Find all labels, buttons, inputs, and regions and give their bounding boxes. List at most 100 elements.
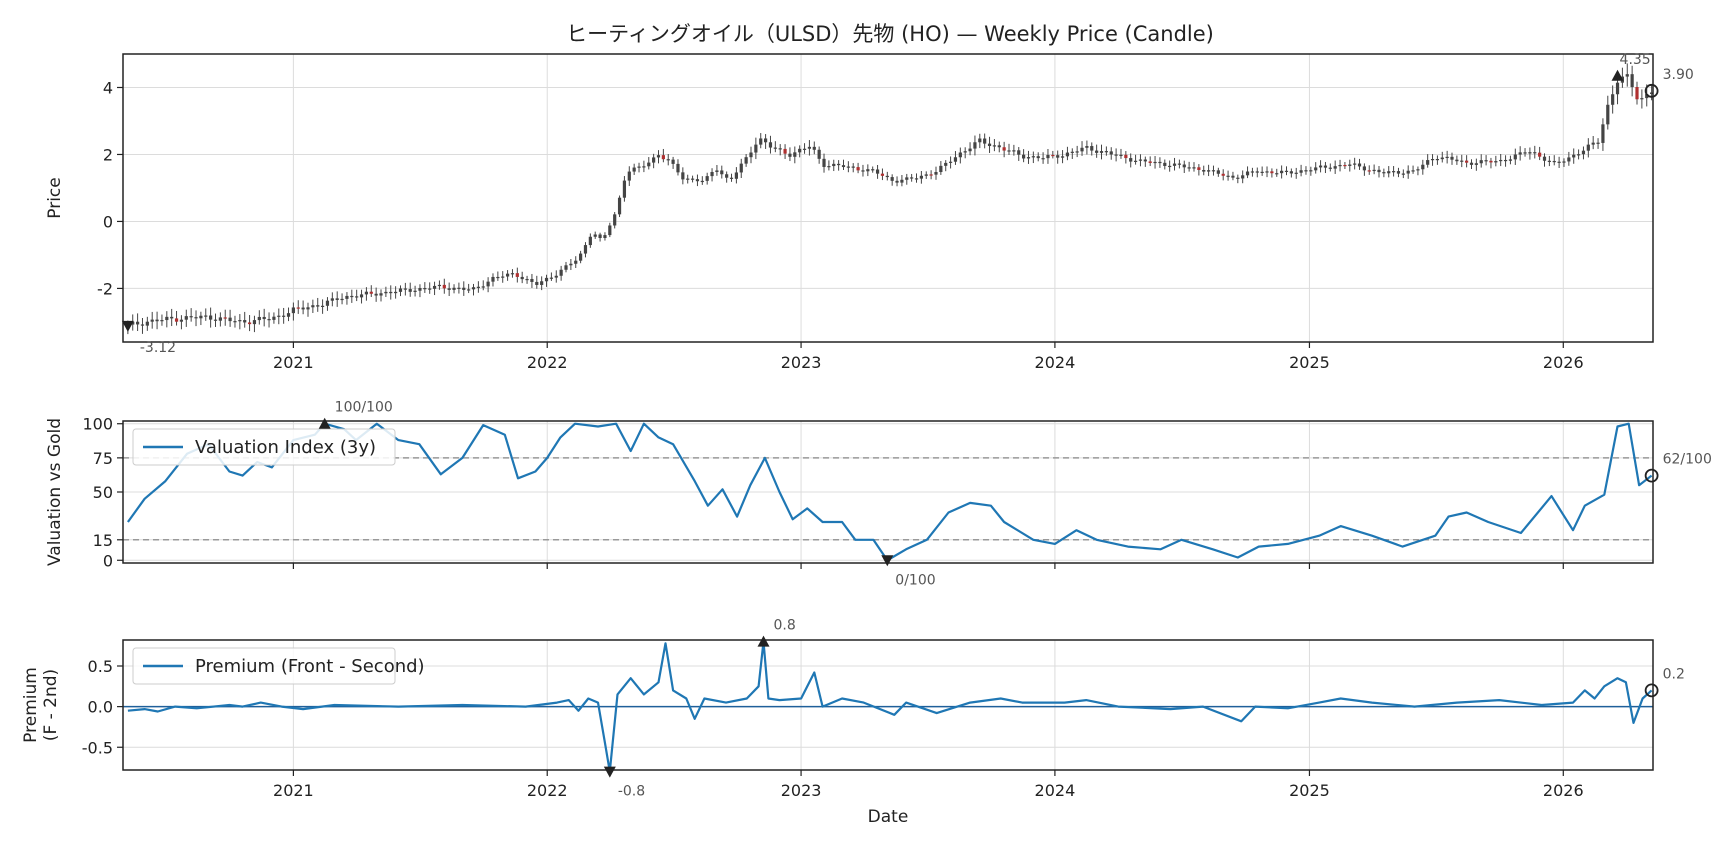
- legend-box: [132, 428, 396, 466]
- y-tick-label: -0.5: [82, 738, 113, 757]
- candle-body: [1241, 175, 1245, 179]
- candle-body: [525, 278, 529, 281]
- candle-body: [403, 288, 407, 290]
- price-chart-title: ヒーティングオイル（ULSD）先物 (HO) — Weekly Price (C…: [566, 22, 1214, 46]
- candle-body: [676, 163, 680, 173]
- candle-body: [802, 148, 807, 150]
- candle-body: [817, 149, 821, 159]
- candle-body: [1440, 157, 1444, 160]
- candle-body: [705, 176, 709, 181]
- x-tick-label: 2024: [1035, 353, 1076, 372]
- candle-body: [895, 180, 899, 183]
- candle-body: [428, 288, 432, 290]
- candle-body: [330, 298, 334, 301]
- candle-body: [953, 157, 958, 162]
- candle-body: [569, 263, 573, 266]
- annotation-label: 62/100: [1663, 452, 1712, 468]
- annotation-label: 0.8: [774, 618, 796, 634]
- candle-body: [1630, 74, 1634, 88]
- candle-body: [968, 148, 972, 152]
- candle-body: [997, 145, 1001, 148]
- candle-body: [452, 287, 456, 290]
- candle-body: [807, 146, 812, 149]
- candle-body: [579, 253, 583, 261]
- candle-body: [1280, 170, 1284, 174]
- candle-body: [1479, 160, 1483, 164]
- candle-body: [535, 281, 539, 285]
- candle-body: [1075, 151, 1079, 153]
- candle-body: [632, 167, 636, 172]
- last-marker: [1644, 83, 1659, 98]
- candle-body: [783, 148, 787, 154]
- candle-body: [681, 172, 685, 180]
- annotation-label: -3.12: [140, 340, 176, 356]
- last-marker: [1644, 683, 1659, 698]
- candle-body: [1348, 164, 1352, 166]
- candle-body: [1304, 170, 1308, 172]
- candle-body: [778, 148, 782, 150]
- candle-body: [447, 288, 451, 290]
- candle-body: [179, 319, 184, 322]
- candle-body: [1615, 82, 1620, 95]
- candle-body: [841, 165, 846, 168]
- candle-body: [384, 291, 388, 294]
- candle-body: [617, 197, 622, 215]
- candle-body: [408, 289, 412, 292]
- candle-body: [1338, 164, 1342, 167]
- candle-body: [1586, 144, 1590, 151]
- candle-body: [462, 287, 466, 290]
- y-tick-label: -2: [97, 279, 113, 298]
- candle-body: [1270, 171, 1274, 174]
- candle-body: [243, 320, 247, 323]
- candle-body: [1309, 170, 1313, 172]
- candle-body: [1051, 154, 1055, 157]
- y-axis-label: (F - 2nd): [41, 669, 61, 741]
- candle-body: [286, 313, 291, 317]
- x-tick-label: 2023: [781, 781, 822, 800]
- y-tick-label: 0.0: [88, 698, 113, 717]
- candle-body: [564, 265, 568, 270]
- candle-body: [661, 155, 665, 160]
- candle-body: [1469, 162, 1474, 165]
- candle-body: [720, 170, 724, 175]
- candle-body: [252, 320, 257, 325]
- candle-body: [1508, 159, 1513, 161]
- candle-body: [213, 319, 218, 321]
- y-axis-label: Premium: [21, 667, 41, 743]
- x-tick-label: 2023: [781, 353, 822, 372]
- candle-body: [647, 162, 651, 167]
- candle-body: [583, 245, 588, 254]
- candle-body: [1022, 154, 1026, 159]
- candle-body: [666, 159, 670, 161]
- candle-body: [1411, 170, 1415, 172]
- candle-body: [837, 163, 841, 166]
- candle-body: [866, 169, 870, 172]
- candle-body: [481, 286, 485, 288]
- candle-body: [900, 179, 904, 183]
- candle-body: [1158, 161, 1162, 164]
- candle-body: [1299, 170, 1303, 173]
- candle-body: [1391, 171, 1396, 173]
- candle-body: [1172, 163, 1177, 166]
- candle-body: [715, 170, 719, 172]
- candle-body: [992, 145, 997, 147]
- candle-body: [540, 281, 544, 285]
- candle-body: [204, 315, 208, 317]
- candle-body: [1484, 160, 1488, 162]
- candle-body: [690, 178, 695, 180]
- x-tick-label: 2022: [527, 353, 568, 372]
- x-tick-label: 2026: [1543, 781, 1584, 800]
- candle-body: [812, 146, 816, 150]
- candle-body: [608, 225, 612, 236]
- candle-body: [1168, 165, 1172, 168]
- candle-body: [637, 166, 641, 168]
- candle-body: [1562, 161, 1566, 163]
- annotation-label: 4.35: [1620, 52, 1651, 68]
- candle-body: [1153, 161, 1157, 164]
- y-tick-label: 75: [93, 449, 113, 468]
- candle-body: [296, 307, 300, 309]
- candle-body: [944, 162, 948, 166]
- candle-body: [1362, 166, 1366, 171]
- candle-body: [1070, 151, 1074, 153]
- candle-body: [613, 214, 617, 226]
